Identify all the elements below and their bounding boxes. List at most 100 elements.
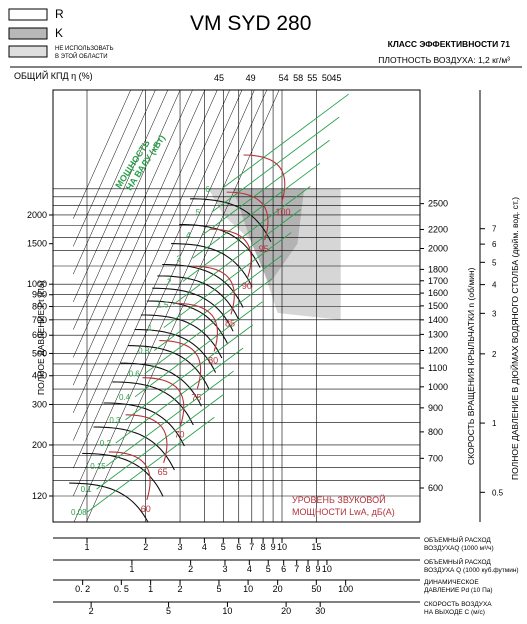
speed-tick-label: 1400: [428, 315, 448, 325]
efficiency-ticks: 45 49 54 58 55 50 45: [214, 73, 341, 83]
bottom-tick-label: 4: [202, 542, 207, 552]
sound-power-curve: [159, 340, 202, 389]
efficiency-class: КЛАСС ЭФФЕКТИВНОСТИ 71: [388, 39, 511, 49]
shaft-power-line: [125, 324, 254, 421]
shaft-power-label: 2: [167, 277, 172, 286]
speed-tick-label: 600: [428, 483, 443, 493]
sound-power-curve: [142, 377, 185, 426]
shaft-power-line: [144, 278, 273, 375]
system-line: [73, 90, 206, 386]
efficiency-tick-label: 45: [331, 73, 341, 83]
bottom-tick-label: 5: [216, 584, 221, 594]
y-tick-label: 1000: [27, 279, 47, 289]
system-line: [73, 90, 193, 358]
sound-power-title: УРОВЕНЬ ЗВУКОВОЙ МОЩНОСТИ LwA, дБ(A): [292, 494, 395, 517]
speed-curve: [69, 482, 149, 522]
bottom-axis-label-line: ДИНАМИЧЕСКОЕ: [424, 579, 479, 586]
bottom-tick-label: 1: [148, 584, 153, 594]
inwg-tick-label: 6: [492, 240, 497, 249]
shaft-power-line: [173, 209, 302, 305]
shaft-power-line: [105, 370, 234, 467]
bottom-tick-label: 7: [249, 542, 254, 552]
inwg-tick-label: 7: [492, 225, 497, 234]
bottom-tick-label: 9: [271, 542, 276, 552]
bottom-axis-label: ДИНАМИЧЕСКОЕ ДАВЛЕНИЕ Pd (10 Па): [424, 579, 493, 594]
speed-tick-label: 800: [428, 427, 443, 437]
y-tick-label: 600: [32, 330, 47, 340]
sound-power-curve: [176, 302, 218, 352]
system-line: [73, 90, 255, 497]
plot-frame: [52, 89, 421, 523]
speed-tick-label: 1200: [428, 345, 448, 355]
bottom-tick-label: 3: [178, 542, 183, 552]
speed-tick-label: 2200: [428, 224, 448, 234]
y-tick-label: 800: [32, 302, 47, 312]
bottom-axis-label-line: ОБЪЕМНЫЙ РАСХОД: [424, 535, 491, 544]
bottom-tick-label: 1: [84, 542, 89, 552]
shaft-power-label: 1: [148, 324, 153, 333]
bottom-tick-label: 3: [222, 564, 227, 574]
system-line: [73, 90, 218, 413]
y-tick-label: 700: [32, 315, 47, 325]
bottom-axis-label-line: ДАВЛЕНИЕ Pd (10 Па): [424, 587, 493, 594]
y-tick-label: 120: [32, 491, 47, 501]
bottom-tick-label: 6: [281, 564, 286, 574]
inwg-axis-label: ПОЛНОЕ ДАВЛЕНИЕ В ДЮЙМАХ ВОДЯНОГО СТОЛБА…: [509, 197, 520, 480]
efficiency-tick-label: 50: [322, 73, 332, 83]
inwg-tick-label: 4: [492, 281, 497, 290]
speed-tick-label: 1300: [428, 329, 448, 339]
y-tick-label: 300: [32, 399, 47, 409]
speed-tick-label: 1100: [428, 363, 447, 373]
bottom-tick-label: 1: [129, 564, 134, 574]
shaft-power-label: 0.2: [100, 439, 112, 448]
shaft-power-label: 0.15: [90, 462, 106, 471]
bottom-tick-label: 50: [311, 584, 321, 594]
bottom-tick-label: 0. 5: [114, 584, 129, 594]
speed-tick-label: 700: [428, 453, 443, 463]
bottom-tick-label: 8: [261, 542, 266, 552]
sound-power-curve: [108, 451, 151, 501]
legend-label-r: R: [55, 7, 64, 21]
efficiency-tick-label: 45: [214, 73, 224, 83]
bottom-tick-label: 9: [316, 564, 321, 574]
sound-power-label: 100: [276, 207, 291, 217]
shaft-power-line: [96, 393, 225, 490]
shaft-power-label: 4: [186, 231, 191, 240]
system-line: [73, 90, 181, 330]
inwg-tick-label: 0.5: [492, 488, 504, 497]
shaft-power-label: 5: [196, 208, 201, 217]
bottom-axis-label: ОБЪЕМНЫЙ РАСХОД ВОЗДУХА Q (1000 куб.футми…: [424, 557, 519, 574]
sound-power-curve: [193, 265, 235, 315]
bottom-tick-label: 15: [311, 542, 321, 552]
speed-tick-label: 1500: [428, 301, 448, 311]
y-tick-label: 400: [32, 371, 47, 381]
shaft-power-line: [201, 139, 330, 236]
bottom-axis-label-line: НА ВЫХОДЕ C (м/с): [424, 609, 485, 616]
legend-swatch-do-not-use: [8, 45, 48, 58]
legend-swatch-k: [8, 27, 48, 40]
legend-label-k: K: [55, 26, 63, 40]
system-line: [73, 90, 268, 522]
plot-area: 0.08 0.1 0.15 0.2 0.3 0.4 0.6 0.8 1 1.5 2 3 4 5 6 60 65 7…: [52, 89, 421, 523]
sound-power-curve: [125, 414, 168, 463]
bottom-tick-label: 4: [247, 564, 252, 574]
shaft-power-line: [115, 347, 244, 444]
sound-power-curve: [209, 228, 252, 278]
bottom-tick-label: 0. 2: [75, 584, 90, 594]
sound-power-curve: [243, 154, 286, 204]
inwg-axis: 0.5 1 2 3 4 5 6 7: [479, 90, 504, 522]
shaft-power-line: [134, 301, 263, 398]
speed-curve: [120, 362, 202, 407]
speed-tick-label: 1000: [428, 382, 448, 392]
speed-tick-label: 1600: [428, 288, 448, 298]
shaft-power-label: 3: [177, 254, 182, 263]
shaft-power-label: 1.5: [157, 300, 169, 309]
shaft-power-label: 6: [205, 185, 210, 194]
sound-power-label: 80: [208, 355, 218, 365]
inwg-tick-label: 1: [492, 419, 497, 428]
bottom-tick-label: 2: [143, 542, 148, 552]
speed-curve: [157, 275, 239, 320]
bottom-tick-label: 10: [322, 564, 332, 574]
